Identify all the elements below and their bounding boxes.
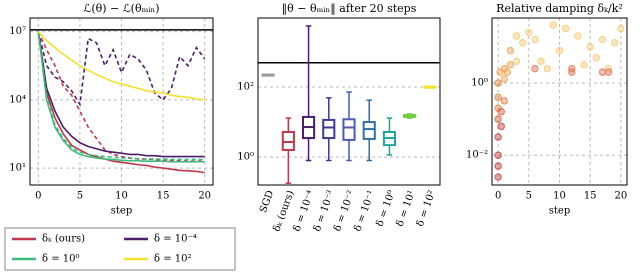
scatter-point xyxy=(518,39,527,47)
x-axis-label: step xyxy=(111,206,132,217)
x-tick-label: 15 xyxy=(584,191,597,202)
x-tick-label: 5 xyxy=(77,191,83,202)
scatter-point xyxy=(494,133,502,141)
y-tick-label: 10² xyxy=(237,81,254,92)
scatter-point xyxy=(494,115,502,123)
x-tick-label: 0 xyxy=(495,191,501,202)
series-line xyxy=(37,31,205,163)
scatter-point xyxy=(525,28,533,37)
chart-title: ‖θ − θₘᵢₙ‖ after 20 steps xyxy=(282,2,417,16)
chart-title: Relative damping δₖ/k² xyxy=(496,2,623,15)
series-line xyxy=(37,31,206,107)
y-tick-label: 10⁻² xyxy=(466,150,488,161)
plot-frame xyxy=(257,17,441,186)
x-tick-label: δ = 10² xyxy=(415,189,438,228)
scatter-point xyxy=(512,32,521,40)
scatter-point xyxy=(604,68,613,76)
x-tick-label: 0 xyxy=(35,191,41,202)
scatter-point xyxy=(494,162,502,170)
legend-label: δ = 10⁰ xyxy=(42,254,80,265)
plot-frame xyxy=(491,17,628,186)
box-body xyxy=(342,118,356,141)
scatter-point xyxy=(494,173,502,181)
scatter-point xyxy=(568,64,576,73)
x-tick-label: δ = 10⁻¹ xyxy=(352,189,377,233)
x-axis-label: step xyxy=(549,206,570,217)
y-tick-label: 10⁷ xyxy=(9,26,26,37)
scatter-point xyxy=(512,57,521,65)
scatter-point xyxy=(586,43,594,51)
series-line xyxy=(37,31,205,158)
x-tick-label: 10 xyxy=(115,191,128,202)
legend-box xyxy=(4,227,236,271)
series-line xyxy=(37,31,205,174)
scatter-point xyxy=(500,97,508,105)
box-body xyxy=(281,131,295,151)
scatter-point xyxy=(494,79,502,87)
scatter-point xyxy=(549,21,558,29)
x-tick-label: δ = 10⁰ xyxy=(374,189,397,228)
scatter-point xyxy=(543,64,551,73)
scatter-point xyxy=(561,24,570,33)
scatter-point xyxy=(598,68,607,76)
series-line xyxy=(37,31,205,161)
scatter-point xyxy=(598,35,607,44)
x-tick-label: 10 xyxy=(553,191,566,202)
scatter-point xyxy=(537,57,545,65)
y-tick-label: 10⁴ xyxy=(9,94,26,105)
scatter-point xyxy=(503,68,512,76)
x-tick-label: δ = 10¹ xyxy=(395,189,418,228)
scatter-point xyxy=(506,46,515,55)
plot-frame xyxy=(29,17,214,186)
scatter-point xyxy=(555,46,564,55)
x-tick-label: 15 xyxy=(157,191,170,202)
scatter-point xyxy=(494,93,502,102)
box-body xyxy=(362,121,376,140)
y-tick-label: 10⁰ xyxy=(471,77,488,88)
x-tick-label: SGD xyxy=(258,189,276,214)
series-line xyxy=(37,31,205,101)
legend-label: δ = 10⁻⁴ xyxy=(154,234,197,245)
legend-label: δₖ (ours) xyxy=(42,234,85,245)
y-tick-label: 10⁰ xyxy=(237,152,254,163)
scatter-point xyxy=(592,54,601,62)
x-tick-label: 5 xyxy=(526,191,532,202)
x-tick-label: 20 xyxy=(198,191,211,202)
scatter-point xyxy=(506,61,515,69)
scatter-point xyxy=(580,61,588,69)
series-line xyxy=(37,31,205,163)
scatter-point xyxy=(574,32,582,40)
scatter-point xyxy=(497,108,505,116)
scatter-point xyxy=(500,75,508,83)
legend-label: δ = 10² xyxy=(154,254,192,265)
scatter-point xyxy=(494,151,502,159)
scatter-point xyxy=(531,64,539,73)
scatter-point xyxy=(531,35,539,44)
scatter-point xyxy=(617,24,625,33)
x-tick-label: 20 xyxy=(614,191,627,202)
scatter-point xyxy=(497,122,505,131)
box-body xyxy=(322,118,336,140)
y-tick-label: 10¹ xyxy=(9,163,26,174)
chart-title: ℒ(θ) − ℒ(θₘᵢₙ) xyxy=(83,2,159,15)
scatter-point xyxy=(611,39,619,47)
